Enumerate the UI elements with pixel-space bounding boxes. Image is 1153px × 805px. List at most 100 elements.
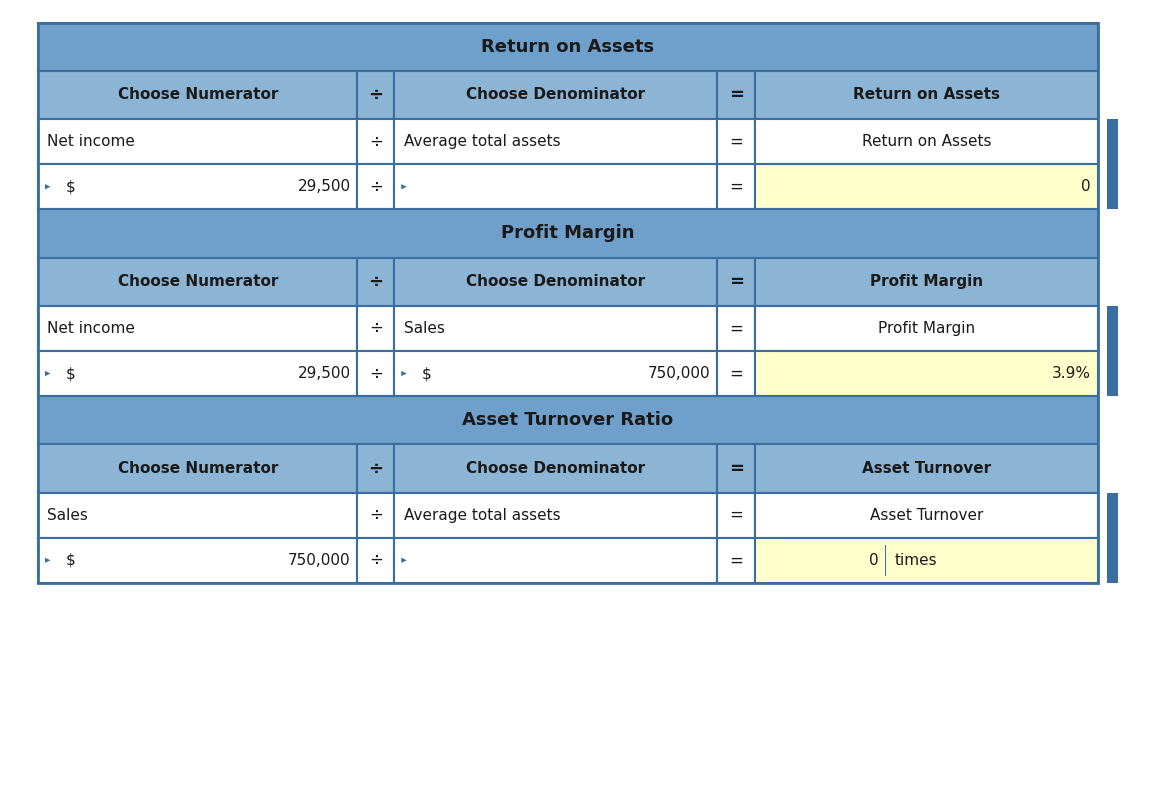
Text: =: =: [729, 178, 744, 196]
Bar: [755, 71, 1098, 119]
Text: Profit Margin: Profit Margin: [877, 321, 975, 336]
Bar: [38, 209, 1098, 258]
Bar: [886, 544, 887, 576]
Bar: [357, 306, 394, 351]
Bar: [38, 306, 357, 351]
Text: ÷: ÷: [369, 551, 383, 569]
Text: =: =: [729, 320, 744, 337]
Text: =: =: [729, 86, 744, 104]
Text: =: =: [729, 365, 744, 382]
Bar: [38, 119, 357, 164]
Bar: [394, 119, 717, 164]
Text: Return on Assets: Return on Assets: [481, 38, 655, 56]
Bar: [357, 119, 394, 164]
Text: 750,000: 750,000: [648, 366, 710, 381]
Text: =: =: [729, 273, 744, 291]
Bar: [394, 306, 717, 351]
Text: Average total assets: Average total assets: [404, 134, 560, 149]
Bar: [357, 164, 394, 209]
Bar: [717, 444, 755, 493]
Bar: [38, 258, 357, 306]
Bar: [717, 164, 755, 209]
Text: =: =: [729, 551, 744, 569]
Text: ÷: ÷: [369, 178, 383, 196]
Bar: [755, 119, 1098, 164]
Text: $: $: [66, 180, 75, 194]
Text: 0: 0: [869, 553, 879, 568]
Text: ÷: ÷: [369, 320, 383, 337]
Text: Average total assets: Average total assets: [404, 508, 560, 522]
Bar: [38, 164, 357, 209]
Text: Asset Turnover: Asset Turnover: [869, 508, 984, 522]
Bar: [38, 23, 1098, 583]
Bar: [755, 538, 1098, 583]
Text: times: times: [895, 553, 937, 568]
Bar: [357, 258, 394, 306]
Bar: [755, 351, 1098, 396]
Text: $: $: [66, 366, 75, 381]
Text: Net income: Net income: [47, 321, 135, 336]
Polygon shape: [45, 371, 51, 376]
Text: =: =: [729, 133, 744, 151]
Bar: [755, 306, 1098, 351]
Text: $: $: [422, 366, 431, 381]
Bar: [357, 538, 394, 583]
Bar: [755, 164, 1098, 209]
Bar: [755, 493, 1098, 538]
Text: Asset Turnover Ratio: Asset Turnover Ratio: [462, 411, 673, 429]
Text: Return on Assets: Return on Assets: [861, 134, 992, 149]
Bar: [1107, 493, 1118, 583]
Text: Return on Assets: Return on Assets: [853, 88, 1000, 102]
Bar: [717, 351, 755, 396]
Text: Choose Denominator: Choose Denominator: [466, 275, 646, 289]
Text: ÷: ÷: [368, 273, 384, 291]
Bar: [38, 23, 1098, 71]
Bar: [394, 351, 717, 396]
Text: Choose Denominator: Choose Denominator: [466, 88, 646, 102]
Bar: [717, 258, 755, 306]
Text: $: $: [66, 553, 75, 568]
Bar: [394, 444, 717, 493]
Bar: [38, 71, 357, 119]
Bar: [717, 493, 755, 538]
Text: Net income: Net income: [47, 134, 135, 149]
Bar: [717, 119, 755, 164]
Text: Sales: Sales: [47, 508, 88, 522]
Bar: [38, 396, 1098, 444]
Bar: [38, 493, 357, 538]
Bar: [717, 71, 755, 119]
Text: Sales: Sales: [404, 321, 444, 336]
Bar: [38, 444, 357, 493]
Text: =: =: [729, 460, 744, 477]
Bar: [394, 538, 717, 583]
Polygon shape: [401, 371, 407, 376]
Text: ÷: ÷: [368, 86, 384, 104]
Text: Profit Margin: Profit Margin: [502, 225, 634, 242]
Text: Choose Numerator: Choose Numerator: [118, 88, 278, 102]
Bar: [394, 493, 717, 538]
Bar: [357, 493, 394, 538]
Bar: [394, 164, 717, 209]
Bar: [755, 258, 1098, 306]
Text: Choose Denominator: Choose Denominator: [466, 461, 646, 476]
Polygon shape: [401, 558, 407, 563]
Text: ÷: ÷: [369, 506, 383, 524]
Bar: [755, 444, 1098, 493]
Polygon shape: [45, 558, 51, 563]
Bar: [394, 71, 717, 119]
Text: =: =: [729, 506, 744, 524]
Bar: [357, 71, 394, 119]
Bar: [38, 351, 357, 396]
Text: ÷: ÷: [368, 460, 384, 477]
Polygon shape: [45, 184, 51, 189]
Polygon shape: [401, 184, 407, 189]
Text: 29,500: 29,500: [297, 366, 351, 381]
Text: 750,000: 750,000: [288, 553, 351, 568]
Text: 3.9%: 3.9%: [1052, 366, 1091, 381]
Text: Choose Numerator: Choose Numerator: [118, 275, 278, 289]
Text: Profit Margin: Profit Margin: [869, 275, 984, 289]
Bar: [38, 538, 357, 583]
Bar: [1107, 306, 1118, 396]
Bar: [357, 444, 394, 493]
Text: Asset Turnover: Asset Turnover: [862, 461, 990, 476]
